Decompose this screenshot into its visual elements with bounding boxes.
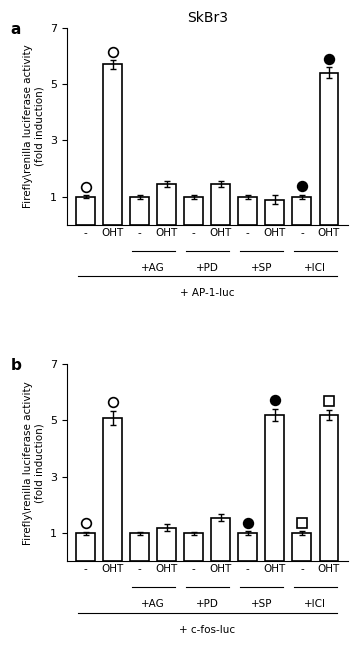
Bar <box>265 199 284 225</box>
Title: SkBr3: SkBr3 <box>187 11 228 25</box>
Y-axis label: Firefly\renilla luciferase activity
(fold induction): Firefly\renilla luciferase activity (fol… <box>23 45 45 208</box>
Text: +ICI: +ICI <box>304 599 326 609</box>
Bar <box>320 415 339 562</box>
Bar <box>157 184 176 225</box>
Bar <box>184 197 203 225</box>
Bar <box>130 197 149 225</box>
Bar <box>130 533 149 562</box>
Text: +AG: +AG <box>141 262 165 272</box>
Bar <box>293 533 311 562</box>
Bar <box>157 527 176 562</box>
Text: +SP: +SP <box>251 262 272 272</box>
Text: +PD: +PD <box>196 262 219 272</box>
Y-axis label: Firefly\renilla luciferase activity
(fold induction): Firefly\renilla luciferase activity (fol… <box>23 381 45 544</box>
Bar <box>184 533 203 562</box>
Bar <box>211 518 230 562</box>
Bar <box>320 73 339 225</box>
Bar <box>76 197 95 225</box>
Text: b: b <box>10 358 22 373</box>
Bar <box>238 533 257 562</box>
Text: +SP: +SP <box>251 599 272 609</box>
Bar <box>238 197 257 225</box>
Text: a: a <box>10 22 21 37</box>
Text: + AP-1-luc: + AP-1-luc <box>180 288 234 298</box>
Bar <box>103 64 122 225</box>
Bar <box>76 533 95 562</box>
Bar <box>265 415 284 562</box>
Bar <box>211 184 230 225</box>
Bar <box>293 197 311 225</box>
Text: +AG: +AG <box>141 599 165 609</box>
Text: +ICI: +ICI <box>304 262 326 272</box>
Text: +PD: +PD <box>196 599 219 609</box>
Bar <box>103 418 122 562</box>
Text: + c-fos-luc: + c-fos-luc <box>179 625 236 634</box>
